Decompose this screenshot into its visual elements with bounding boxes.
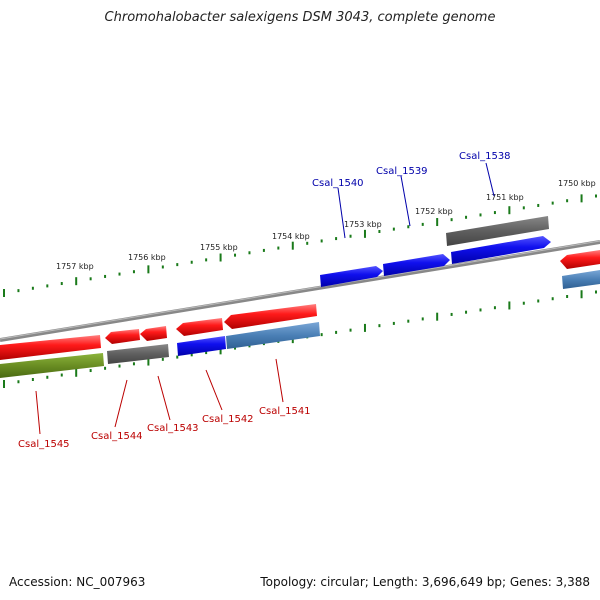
label-csal-1542[interactable]: Csal_1542 bbox=[202, 414, 254, 425]
leader-1544 bbox=[114, 379, 128, 428]
scale-label-1751: 1751 kbp bbox=[486, 193, 524, 202]
scale-label-1756: 1756 kbp bbox=[128, 253, 166, 262]
gene-csal-1539[interactable] bbox=[383, 254, 450, 276]
leader-1541 bbox=[275, 358, 284, 403]
gene-red-1541b[interactable] bbox=[176, 318, 223, 336]
leader-1543 bbox=[157, 375, 171, 421]
accession-text: Accession: NC_007963 bbox=[9, 575, 146, 589]
scale-label-1753: 1753 kbp bbox=[344, 220, 382, 229]
label-csal-1538[interactable]: Csal_1538 bbox=[459, 151, 511, 162]
label-leaders bbox=[35, 162, 495, 435]
scale-label-1755: 1755 kbp bbox=[200, 243, 238, 252]
leader-1539 bbox=[400, 175, 411, 227]
gene-csal-1538[interactable] bbox=[451, 236, 551, 264]
gene-grey-top[interactable] bbox=[446, 216, 549, 246]
reverse-genes bbox=[0, 304, 320, 378]
scale-ticks-top bbox=[3, 194, 597, 297]
gene-csal-1544-red[interactable] bbox=[105, 329, 140, 344]
leader-1542 bbox=[205, 369, 223, 411]
genome-backbone-highlight bbox=[0, 240, 600, 340]
gene-csal-1540[interactable] bbox=[320, 266, 383, 287]
gene-steelblue-right-edge[interactable] bbox=[562, 270, 600, 289]
gene-csal-1545[interactable] bbox=[0, 353, 104, 378]
label-csal-1544[interactable]: Csal_1544 bbox=[91, 431, 143, 442]
label-csal-1539[interactable]: Csal_1539 bbox=[376, 166, 428, 177]
gene-csal-1542[interactable] bbox=[177, 336, 226, 356]
scale-label-1750: 1750 kbp bbox=[558, 179, 596, 188]
leader-1538 bbox=[485, 162, 495, 197]
gene-csal-1543[interactable] bbox=[107, 344, 169, 364]
scale-label-1754: 1754 kbp bbox=[272, 232, 310, 241]
label-csal-1543[interactable]: Csal_1543 bbox=[147, 423, 199, 434]
gene-csal-1541-red[interactable] bbox=[224, 304, 317, 329]
forward-genes bbox=[320, 216, 600, 289]
leader-1540 bbox=[337, 187, 346, 239]
label-csal-1540[interactable]: Csal_1540 bbox=[312, 178, 364, 189]
leader-1545 bbox=[35, 390, 41, 435]
label-csal-1541[interactable]: Csal_1541 bbox=[259, 406, 311, 417]
scale-label-1752: 1752 kbp bbox=[415, 207, 453, 216]
map-title: Chromohalobacter salexigens DSM 3043, co… bbox=[104, 10, 496, 25]
gene-csal-1541-steelblue[interactable] bbox=[226, 322, 320, 349]
gene-csal-1545-red[interactable] bbox=[0, 335, 101, 360]
genome-summary-text: Topology: circular; Length: 3,696,649 bp… bbox=[260, 575, 590, 589]
scale-label-1757: 1757 kbp bbox=[56, 262, 94, 271]
label-csal-1545[interactable]: Csal_1545 bbox=[18, 439, 70, 450]
scale-ticks-bottom bbox=[3, 290, 597, 388]
gene-red-small[interactable] bbox=[140, 326, 167, 341]
gene-red-right-edge[interactable] bbox=[560, 250, 600, 269]
